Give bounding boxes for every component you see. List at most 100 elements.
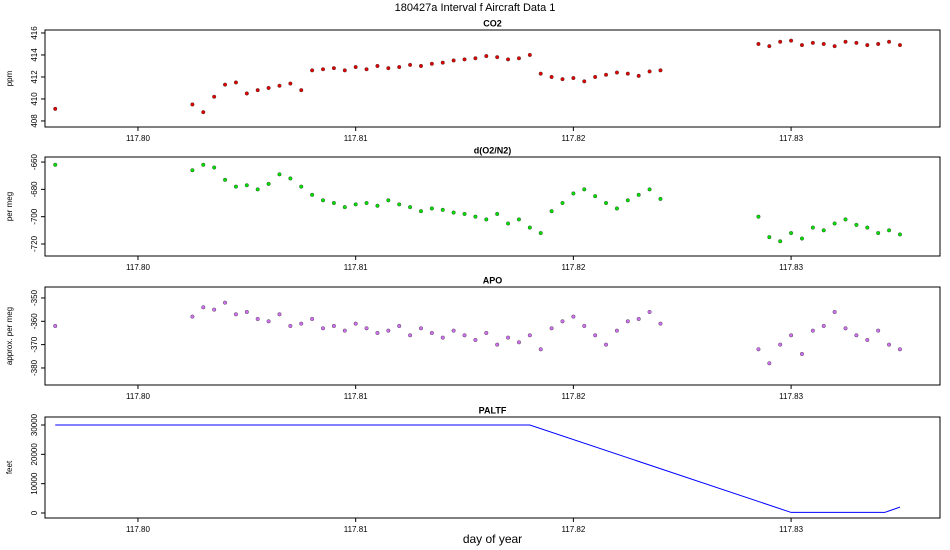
point <box>440 335 445 340</box>
point <box>516 217 521 222</box>
point <box>516 56 521 61</box>
point <box>201 110 206 115</box>
point <box>495 55 500 60</box>
point <box>244 309 249 314</box>
point <box>614 328 619 333</box>
point <box>53 323 58 328</box>
point <box>789 333 794 338</box>
point <box>516 340 521 345</box>
point <box>212 165 217 170</box>
point <box>821 323 826 328</box>
point <box>353 65 358 70</box>
point <box>495 342 500 347</box>
plot-frame <box>44 156 941 257</box>
point <box>789 231 794 236</box>
point <box>854 222 859 227</box>
y-tick-label: -380 <box>30 359 39 376</box>
point <box>571 314 576 319</box>
point <box>821 228 826 233</box>
point <box>255 316 260 321</box>
point <box>288 176 293 181</box>
point <box>310 316 315 321</box>
point <box>462 333 467 338</box>
point <box>353 202 358 207</box>
point <box>756 214 761 219</box>
point <box>865 337 870 342</box>
point <box>233 312 238 317</box>
point <box>854 333 859 338</box>
point <box>440 207 445 212</box>
point <box>429 61 434 66</box>
point <box>331 323 336 328</box>
point <box>299 184 304 189</box>
point <box>201 162 206 167</box>
point <box>495 211 500 216</box>
point <box>53 162 58 167</box>
x-tick-label: 117.81 <box>344 392 368 401</box>
point <box>549 209 554 214</box>
point <box>212 94 217 99</box>
point <box>756 41 761 46</box>
point <box>582 187 587 192</box>
point <box>223 300 228 305</box>
point <box>451 58 456 63</box>
point <box>408 62 413 67</box>
point <box>277 172 282 177</box>
point <box>375 330 380 335</box>
x-tick-label: 117.80 <box>126 263 150 272</box>
point <box>53 106 58 111</box>
point <box>778 342 783 347</box>
point <box>321 67 326 72</box>
point <box>331 201 336 206</box>
point <box>767 361 772 366</box>
point <box>408 205 413 210</box>
x-tick-label: 117.83 <box>779 263 803 272</box>
point <box>277 83 282 88</box>
x-tick-label: 117.80 <box>126 134 150 143</box>
point <box>201 305 206 310</box>
y-tick-label: -370 <box>30 336 39 353</box>
point <box>429 206 434 211</box>
point <box>647 69 652 74</box>
point <box>582 323 587 328</box>
panel-title: d(O2/N2) <box>474 145 512 155</box>
point <box>636 316 641 321</box>
point <box>342 328 347 333</box>
point <box>288 81 293 86</box>
panel-title: APO <box>483 275 503 285</box>
point <box>462 57 467 62</box>
point <box>364 201 369 206</box>
point <box>778 239 783 244</box>
x-tick-label: 117.82 <box>561 263 585 272</box>
y-tick-label: 408 <box>30 114 39 128</box>
x-tick-label: 117.82 <box>561 134 585 143</box>
point <box>593 194 598 199</box>
y-tick-label: 414 <box>30 48 39 62</box>
point <box>549 326 554 331</box>
point <box>843 39 848 44</box>
point <box>506 335 511 340</box>
point <box>647 187 652 192</box>
y-tick-label: 410 <box>30 92 39 106</box>
point <box>266 319 271 324</box>
y-tick-label: 10000 <box>30 472 39 495</box>
point <box>571 76 576 81</box>
y-tick-label: 30000 <box>30 413 39 436</box>
y-tick-label: -680 <box>30 181 39 198</box>
point <box>223 177 228 182</box>
y-tick-label: -720 <box>30 235 39 252</box>
point <box>887 39 892 44</box>
x-tick-label: 117.83 <box>779 134 803 143</box>
y-tick-label: 20000 <box>30 443 39 466</box>
point <box>299 321 304 326</box>
point <box>233 184 238 189</box>
point <box>821 41 826 46</box>
point <box>897 43 902 48</box>
point <box>375 63 380 68</box>
point <box>854 40 859 45</box>
point <box>832 221 837 226</box>
point <box>767 44 772 49</box>
point <box>527 333 532 338</box>
point <box>897 232 902 237</box>
point <box>397 65 402 70</box>
